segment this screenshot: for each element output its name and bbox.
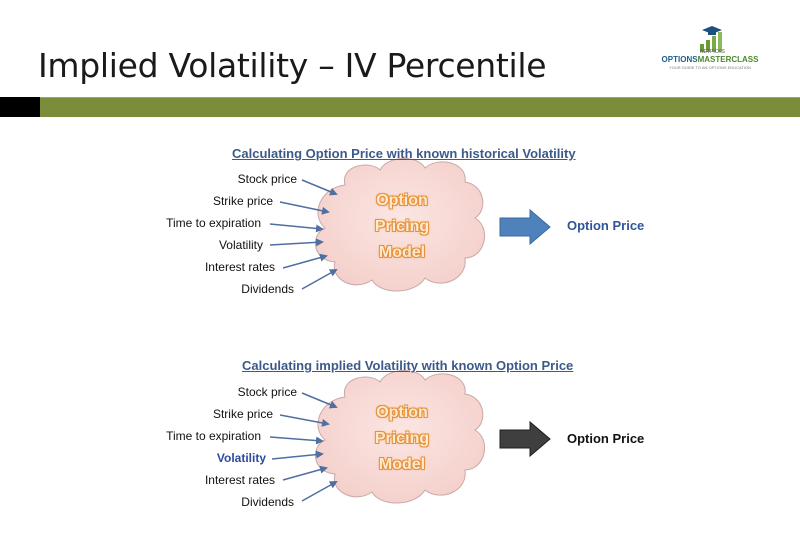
arrow-icon — [269, 223, 324, 233]
input-label: Interest rates — [204, 473, 275, 487]
logo-tagline: YOUR GUIDE TO AN OPTIONS EDUCATION — [669, 65, 751, 70]
input-label: Stock price — [237, 385, 297, 399]
logo-small-text: NETPICKS — [699, 49, 725, 55]
input-label: Volatility — [218, 238, 263, 252]
arrow-icon — [301, 392, 338, 409]
arrow-icon — [301, 269, 338, 290]
logo-brand-b: MASTERCLASS — [697, 55, 759, 64]
arrow-icon — [499, 208, 551, 246]
model-line: Model — [378, 456, 426, 473]
arrow-icon — [282, 465, 328, 481]
model-label-2: Option Pricing Model — [342, 400, 462, 478]
input-label: Interest rates — [204, 260, 275, 274]
input-label: Time to expiration — [166, 429, 261, 443]
diagram-1-heading: Calculating Option Price with known hist… — [232, 146, 576, 161]
arrow-icon — [269, 238, 324, 247]
cloud-shape-2 — [314, 370, 485, 504]
input-label: Strike price — [212, 407, 273, 421]
input-label: Stock price — [237, 172, 297, 186]
arrow-icon — [271, 450, 324, 460]
logo-brand: OPTIONSMASTERCLASS — [660, 55, 760, 64]
model-line: Model — [378, 244, 426, 261]
input-label: Strike price — [212, 194, 273, 208]
diagram-2-heading: Calculating implied Volatility with know… — [242, 358, 574, 373]
output-label-2: Option Price — [567, 431, 645, 446]
graduation-cap-icon — [702, 26, 722, 35]
bar-chart-icon — [700, 32, 722, 52]
arrow-icon — [269, 436, 324, 445]
arrow-icon — [301, 481, 338, 502]
title-bar-green — [40, 97, 800, 117]
arrow-icon — [499, 420, 551, 458]
logo-brand-a: OPTIONS — [661, 55, 698, 64]
output-label-1: Option Price — [567, 218, 645, 233]
input-label-highlighted: Volatility — [216, 451, 266, 465]
title-bar-black — [0, 97, 40, 117]
output-arrow-2 — [499, 420, 551, 458]
model-line: Option — [376, 404, 428, 421]
cloud-shape-1 — [314, 158, 485, 292]
input-arrows-1 — [269, 179, 338, 290]
page-title: Implied Volatility – IV Percentile — [38, 46, 547, 85]
model-label-1: Option Pricing Model — [342, 188, 462, 266]
model-line: Pricing — [374, 430, 430, 447]
arrow-icon — [301, 179, 338, 196]
output-arrow-1 — [499, 208, 551, 246]
arrow-icon — [282, 253, 328, 269]
input-label: Time to expiration — [166, 216, 261, 230]
arrow-icon — [279, 414, 330, 427]
model-line: Option — [376, 192, 428, 209]
arrow-icon — [279, 201, 330, 215]
input-arrows-2 — [269, 392, 338, 502]
input-label: Dividends — [241, 495, 294, 509]
input-label: Dividends — [241, 282, 294, 296]
logo — [700, 26, 722, 52]
model-line: Pricing — [374, 218, 430, 235]
